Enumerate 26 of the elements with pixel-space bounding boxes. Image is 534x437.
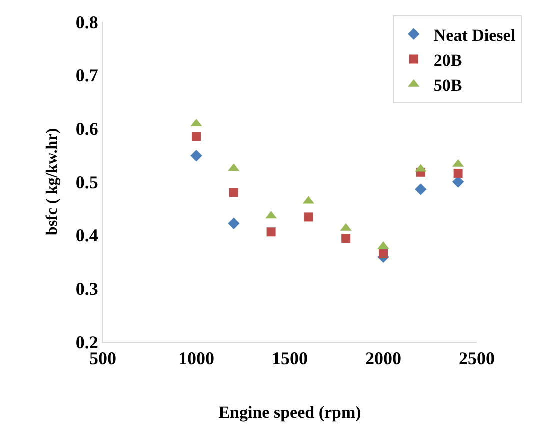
point: [379, 250, 388, 258]
x-tick-label: 2500: [459, 348, 495, 369]
point: [304, 212, 314, 222]
point: [452, 176, 464, 188]
x-tick-label: 1000: [178, 348, 214, 369]
x-tick-label: 1500: [272, 348, 308, 369]
x-axis-title: Engine speed (rpm): [218, 403, 362, 422]
point: [229, 188, 238, 198]
y-tick-label: 0.5: [76, 172, 98, 192]
legend-label: 50B: [434, 76, 462, 95]
point: [192, 132, 201, 142]
y-tick-label: 0.4: [76, 226, 98, 246]
x-tick-label: 2000: [366, 348, 402, 369]
y-tick-label: 0.3: [76, 278, 98, 299]
point: [342, 234, 351, 244]
legend-label: 20B: [434, 50, 462, 70]
y-tick-label: 0.8: [76, 12, 98, 32]
point: [454, 168, 463, 178]
y-tick-label: 0.7: [76, 66, 98, 86]
y-axis-title: bsfc ( kg/kw.hr): [44, 128, 61, 236]
point: [228, 218, 240, 230]
point: [415, 184, 427, 196]
point: [266, 228, 276, 237]
point: [190, 150, 202, 162]
legend-label: Neat Diesel: [434, 26, 516, 45]
y-tick-label: 0.6: [76, 118, 98, 139]
